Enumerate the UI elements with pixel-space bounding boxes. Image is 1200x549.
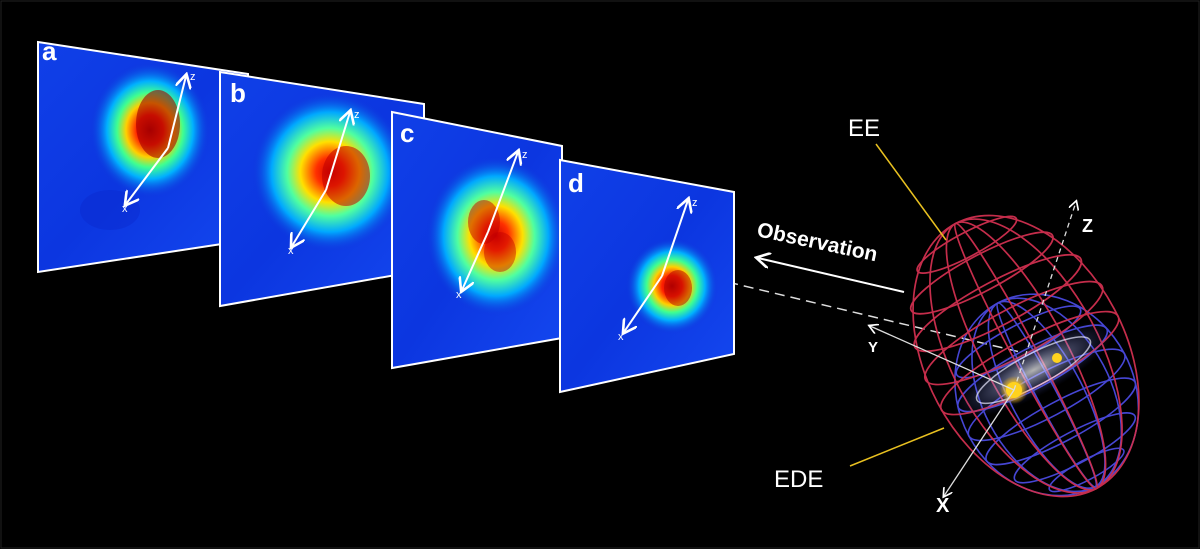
panel-letter-a: a [42,36,57,66]
panel-d: d z x [559,158,735,394]
orbit-ring [975,336,1092,405]
panel-letter-d: d [568,168,584,198]
ee-leader-line [875,143,947,241]
axes-b [292,112,350,246]
panel-c: c z x [391,110,563,370]
axes-d [624,200,688,332]
ede-label: EDE [774,466,823,493]
ellipsoid-axes [870,202,1076,496]
companion [1052,353,1062,363]
panel-b: b z x [219,70,425,308]
axis-x-label-c: x [456,289,462,301]
panel-letter-c: c [400,118,414,148]
ellipsoid-axis-y-label: Y [868,339,878,356]
axis-x-label-a: x [122,203,128,215]
axis-z-label-a: z [190,71,196,83]
ellipsoid-axis-z-label: Z [1082,216,1093,236]
disk-glow [953,322,1114,419]
axis-x-label-d: x [618,331,624,343]
axis-z-label-b: z [354,109,360,121]
ede-leader-line [849,427,945,467]
ellipsoid-axis-x-label: X [936,495,950,517]
observation-arrow [758,258,905,293]
axis-x-label-b: x [288,245,294,257]
ellipsoid-system [909,214,1140,498]
ee-label: EE [848,115,880,142]
panel-a: a z x [37,36,249,274]
panel-letter-b: b [230,78,246,108]
axes-c [462,152,518,290]
axis-z-label-c: z [522,149,528,161]
axes-a [126,76,186,204]
axis-z-label-d: z [692,197,698,209]
